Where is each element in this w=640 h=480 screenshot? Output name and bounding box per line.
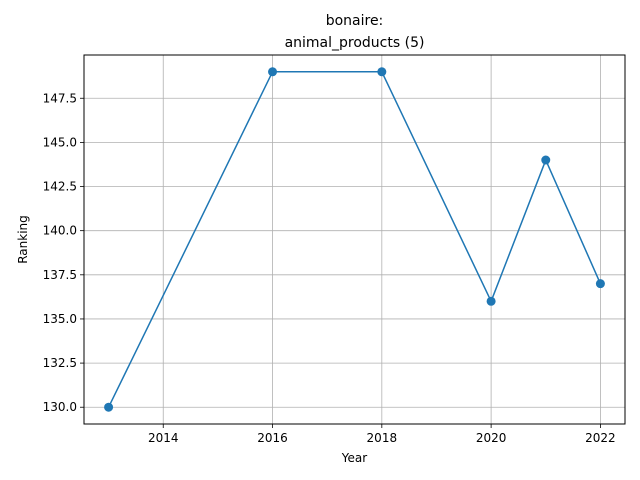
y-tick-label: 145.0	[43, 135, 77, 149]
chart-title-line-2: animal_products (5)	[285, 35, 425, 51]
data-point	[486, 296, 496, 306]
y-tick-label: 137.5	[43, 268, 77, 282]
series-layer	[104, 67, 605, 412]
y-tick-label: 142.5	[43, 180, 77, 194]
y-tick-label: 140.0	[43, 224, 77, 238]
data-point	[595, 279, 605, 289]
data-point	[268, 67, 278, 77]
y-axis-ticks: 130.0 132.5 135.0 137.5 140.0 142.5 145.0 147.5	[43, 91, 84, 414]
x-tick-label: 2022	[585, 431, 616, 445]
x-tick-label: 2014	[148, 431, 179, 445]
x-tick-label: 2018	[367, 431, 398, 445]
plot-frame	[83, 54, 626, 425]
y-tick-label: 135.0	[43, 312, 77, 326]
data-point	[104, 402, 114, 412]
y-axis-label: Ranking	[16, 215, 30, 264]
x-axis-ticks: 2014 2016 2018 2020 2022	[148, 424, 616, 445]
x-axis-label: Year	[341, 451, 367, 465]
data-point	[377, 67, 387, 77]
data-point	[541, 155, 551, 165]
x-tick-label: 2020	[476, 431, 507, 445]
x-tick-label: 2016	[257, 431, 288, 445]
series-line	[107, 71, 602, 408]
y-tick-label: 132.5	[43, 356, 77, 370]
y-tick-label: 130.0	[43, 400, 77, 414]
chart-title-line-1: bonaire:	[326, 13, 384, 29]
y-tick-label: 147.5	[43, 91, 77, 105]
